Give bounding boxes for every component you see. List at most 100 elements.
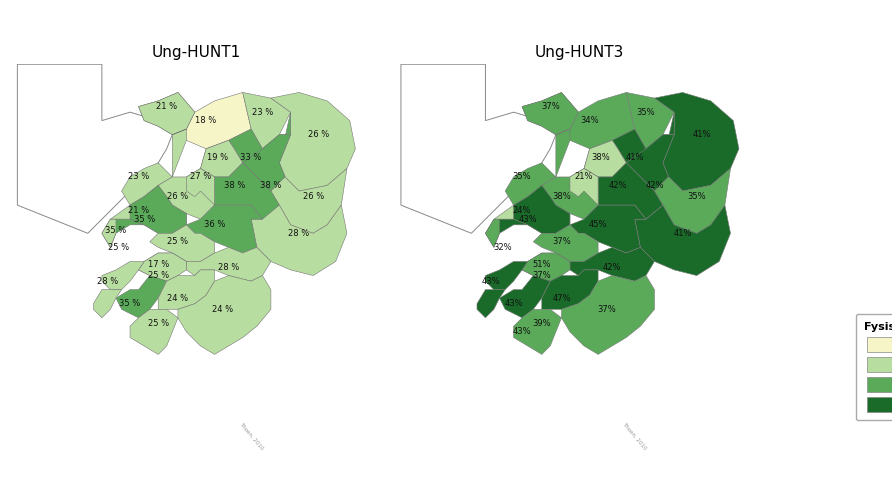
Text: 26 %: 26 % <box>308 130 329 139</box>
Text: 28 %: 28 % <box>97 277 118 286</box>
Polygon shape <box>584 140 626 177</box>
Polygon shape <box>541 168 599 219</box>
Text: 42%: 42% <box>608 181 627 190</box>
Title: Ung-HUNT1: Ung-HUNT1 <box>152 45 241 60</box>
Text: 35 %: 35 % <box>105 226 127 235</box>
Polygon shape <box>626 92 674 149</box>
Polygon shape <box>635 205 731 276</box>
Polygon shape <box>556 92 635 149</box>
Polygon shape <box>150 225 215 261</box>
Polygon shape <box>271 92 355 191</box>
Polygon shape <box>500 276 550 318</box>
Text: 47%: 47% <box>552 293 571 302</box>
Text: 24 %: 24 % <box>212 305 234 314</box>
Polygon shape <box>178 276 271 354</box>
Text: 19 %: 19 % <box>207 153 228 162</box>
Polygon shape <box>116 276 167 318</box>
Text: 23 %: 23 % <box>252 108 273 117</box>
Polygon shape <box>485 219 500 247</box>
Polygon shape <box>626 135 674 191</box>
Polygon shape <box>186 205 262 253</box>
Text: 42%: 42% <box>645 181 664 190</box>
Polygon shape <box>401 64 556 233</box>
Text: 35%: 35% <box>688 192 706 201</box>
Text: 43%: 43% <box>504 299 523 308</box>
Polygon shape <box>541 270 599 309</box>
Polygon shape <box>102 219 116 247</box>
Polygon shape <box>522 92 578 135</box>
Text: 41%: 41% <box>693 130 712 139</box>
Polygon shape <box>655 92 739 191</box>
Text: 24 %: 24 % <box>168 293 188 302</box>
Polygon shape <box>570 168 599 205</box>
Text: 35%: 35% <box>637 108 656 117</box>
Polygon shape <box>514 309 561 354</box>
Text: 38 %: 38 % <box>224 181 245 190</box>
Legend: 17% - 19%, 20% - 29%, 30% - 39%, 40% - 51%: 17% - 19%, 20% - 29%, 30% - 39%, 40% - 5… <box>856 314 892 420</box>
Polygon shape <box>138 253 186 281</box>
Polygon shape <box>243 92 291 149</box>
Polygon shape <box>655 168 731 233</box>
Text: 37%: 37% <box>552 237 571 246</box>
Title: Ung-HUNT3: Ung-HUNT3 <box>535 45 624 60</box>
Text: Thoen, 2010: Thoen, 2010 <box>622 421 648 451</box>
Polygon shape <box>228 112 291 191</box>
Text: 34%: 34% <box>581 116 599 125</box>
Polygon shape <box>271 168 347 233</box>
Text: 41%: 41% <box>625 153 644 162</box>
Text: 26 %: 26 % <box>302 192 324 201</box>
Polygon shape <box>215 163 279 219</box>
Text: 23 %: 23 % <box>128 172 149 181</box>
Text: 37%: 37% <box>541 102 559 111</box>
Text: 32%: 32% <box>493 243 512 252</box>
Text: 45%: 45% <box>589 220 607 229</box>
Polygon shape <box>522 253 570 281</box>
Polygon shape <box>138 92 194 135</box>
Text: 39%: 39% <box>533 319 551 328</box>
Polygon shape <box>102 219 145 247</box>
Polygon shape <box>570 247 655 281</box>
Text: 43%: 43% <box>513 328 532 336</box>
Text: 38%: 38% <box>552 192 571 201</box>
Polygon shape <box>158 168 215 219</box>
Text: 26 %: 26 % <box>168 192 188 201</box>
Text: 38 %: 38 % <box>260 181 282 190</box>
Polygon shape <box>172 92 252 149</box>
Text: 28 %: 28 % <box>288 229 310 238</box>
Polygon shape <box>494 185 570 233</box>
Polygon shape <box>17 64 172 233</box>
Polygon shape <box>599 163 663 219</box>
Polygon shape <box>485 219 528 247</box>
Text: 25 %: 25 % <box>148 271 169 280</box>
Polygon shape <box>186 247 271 281</box>
Polygon shape <box>252 205 347 276</box>
Text: 21%: 21% <box>574 172 593 181</box>
Text: 35 %: 35 % <box>134 215 154 224</box>
Polygon shape <box>561 276 655 354</box>
Text: 51%: 51% <box>533 260 551 269</box>
Text: 42%: 42% <box>603 263 622 272</box>
Polygon shape <box>158 270 215 309</box>
Polygon shape <box>94 289 121 318</box>
Polygon shape <box>121 92 194 205</box>
Polygon shape <box>584 140 626 177</box>
Text: 25 %: 25 % <box>148 319 169 328</box>
Text: 21 %: 21 % <box>156 102 178 111</box>
Polygon shape <box>514 185 570 233</box>
Text: 25 %: 25 % <box>168 237 188 246</box>
Polygon shape <box>485 261 528 289</box>
Text: 24%: 24% <box>513 206 532 215</box>
Text: 43%: 43% <box>482 277 500 286</box>
Polygon shape <box>477 289 505 318</box>
Polygon shape <box>570 205 646 253</box>
Polygon shape <box>201 140 243 177</box>
Text: 27 %: 27 % <box>190 172 211 181</box>
Polygon shape <box>130 185 186 233</box>
Polygon shape <box>111 185 186 233</box>
Text: 37%: 37% <box>533 271 551 280</box>
Text: 35%: 35% <box>513 172 532 181</box>
Text: 33 %: 33 % <box>241 153 262 162</box>
Polygon shape <box>186 168 215 205</box>
Text: 28 %: 28 % <box>218 263 239 272</box>
Text: 37%: 37% <box>597 305 616 314</box>
